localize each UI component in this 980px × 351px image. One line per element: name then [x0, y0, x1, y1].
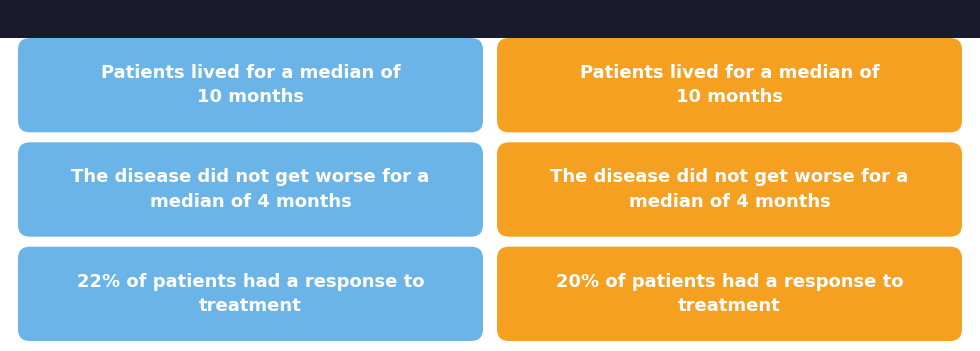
FancyBboxPatch shape — [0, 0, 980, 38]
Text: The disease did not get worse for a
median of 4 months: The disease did not get worse for a medi… — [551, 168, 908, 211]
FancyBboxPatch shape — [497, 247, 962, 341]
Text: Patients lived for a median of
10 months: Patients lived for a median of 10 months — [101, 64, 400, 106]
FancyBboxPatch shape — [497, 38, 962, 132]
Text: 22% of patients had a response to
treatment: 22% of patients had a response to treatm… — [76, 273, 424, 315]
FancyBboxPatch shape — [18, 143, 483, 237]
Text: 20% of patients had a response to
treatment: 20% of patients had a response to treatm… — [556, 273, 904, 315]
FancyBboxPatch shape — [18, 38, 483, 132]
FancyBboxPatch shape — [497, 143, 962, 237]
FancyBboxPatch shape — [18, 247, 483, 341]
Text: The disease did not get worse for a
median of 4 months: The disease did not get worse for a medi… — [72, 168, 429, 211]
Text: Patients lived for a median of
10 months: Patients lived for a median of 10 months — [580, 64, 879, 106]
